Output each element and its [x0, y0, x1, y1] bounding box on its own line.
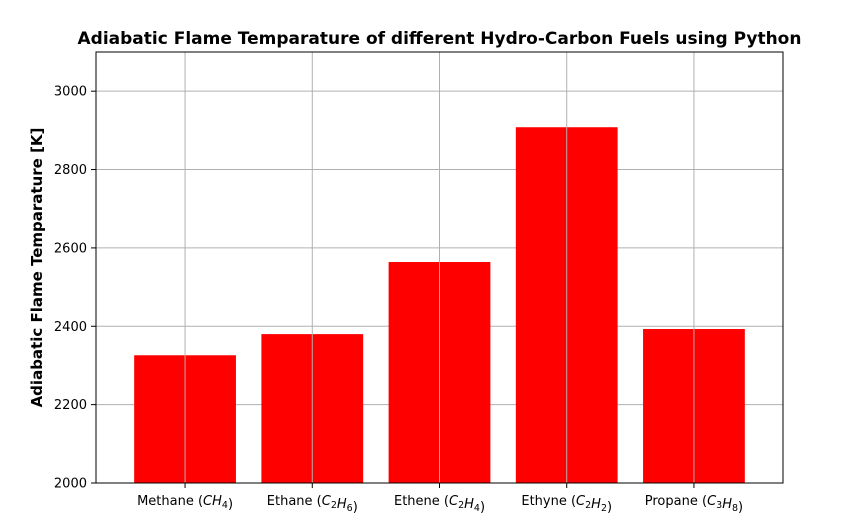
y-axis-label: Adiabatic Flame Temparature [K]: [28, 128, 46, 408]
x-tick-label: Ethene (C2H4): [394, 494, 485, 515]
y-tick-label: 3000: [54, 85, 87, 100]
x-tick-label: Ethyne (C2H2): [521, 494, 612, 515]
x-ticks: Methane (CH4) Ethane (C2H6) Ethene (C2H4) E…: [137, 483, 743, 515]
x-tick-label: Propane (C3H8): [645, 494, 743, 515]
y-tick-label: 2600: [54, 241, 87, 256]
x-tick-label: Methane (CH4): [137, 494, 233, 512]
x-grid-layer: [184, 52, 695, 483]
x-tick-label: Ethane (C2H6): [267, 494, 358, 515]
y-tick-label: 2800: [54, 163, 87, 178]
y-tick-label: 2400: [54, 320, 87, 335]
y-ticks: 2000 2200 2400 2600 2800 3000: [54, 85, 96, 492]
y-tick-label: 2000: [54, 477, 87, 492]
y-tick-label: 2200: [54, 398, 87, 413]
chart-title: Adiabatic Flame Temparature of different…: [78, 29, 802, 49]
